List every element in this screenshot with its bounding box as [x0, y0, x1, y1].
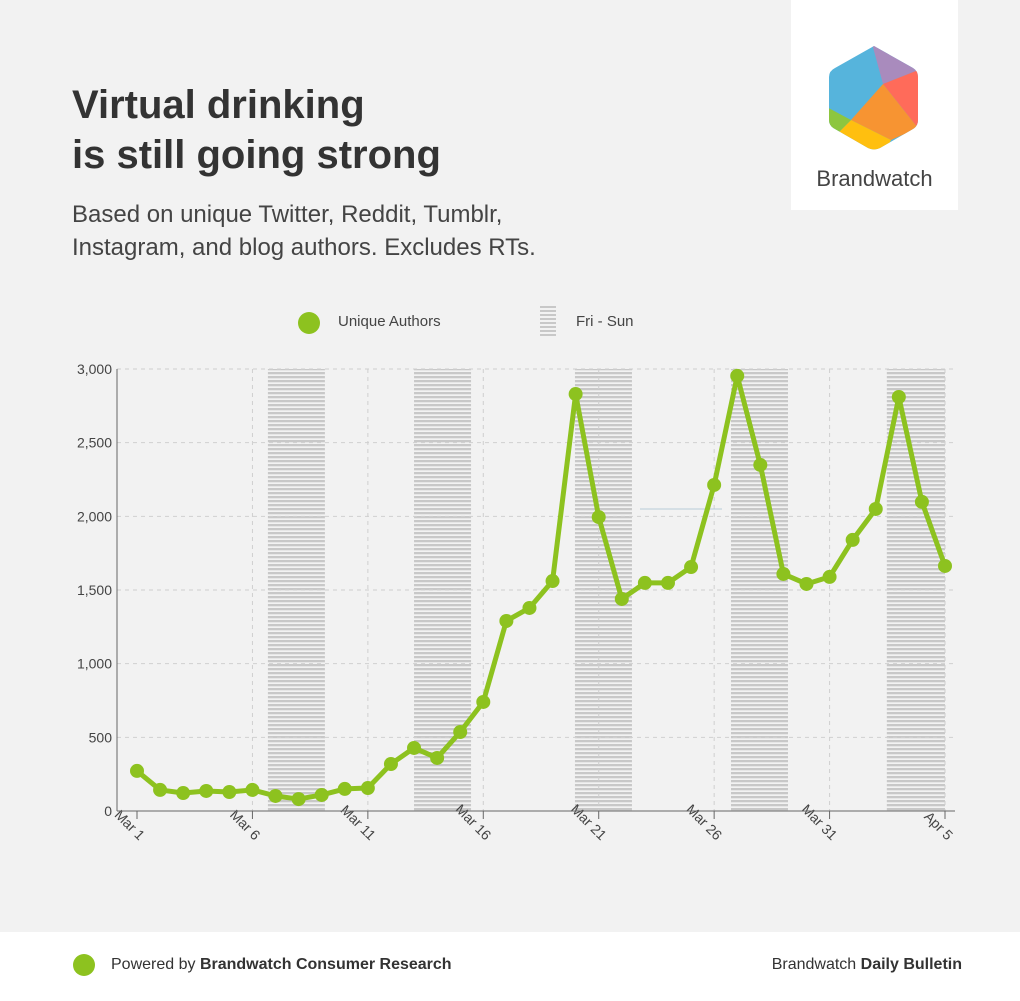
powered-brand: Brandwatch Consumer Research	[199, 956, 452, 973]
brandwatch-logo: Brandwatch	[791, 0, 958, 210]
data-point	[314, 787, 329, 802]
subtitle-line-1: Based on unique Twitter, Reddit, Tumblr,	[72, 201, 503, 228]
title-line-2: is still going strong	[72, 133, 441, 177]
data-point	[799, 576, 814, 591]
data-point	[753, 457, 768, 472]
data-point	[845, 532, 860, 547]
data-point	[407, 740, 422, 755]
data-point	[637, 575, 652, 590]
data-point	[730, 368, 745, 383]
unique-authors-line	[135, 373, 948, 802]
hexagon-logo-icon	[829, 46, 918, 150]
data-point	[453, 725, 468, 740]
legend-label: Unique Authors	[338, 313, 441, 330]
data-point	[499, 613, 514, 628]
y-tick-label: 500	[89, 729, 113, 745]
x-tick-label: Mar 26	[683, 801, 725, 843]
data-point	[360, 781, 375, 796]
bulletin-bold: Daily Bulletin	[860, 956, 962, 973]
y-tick-label: 1,000	[77, 656, 112, 672]
x-tick-label: Mar 1	[112, 806, 149, 843]
y-tick-label: 2,500	[77, 435, 112, 451]
data-point	[337, 781, 352, 796]
powered-prefix: Powered by	[111, 956, 200, 973]
daily-bulletin: Brandwatch Daily Bulletin	[772, 956, 962, 974]
y-tick-label: 2,000	[77, 508, 112, 524]
data-point	[868, 501, 883, 516]
y-tick-label: 1,500	[77, 582, 112, 598]
data-point	[568, 387, 583, 402]
data-point	[684, 560, 699, 575]
legend-label: Fri - Sun	[576, 313, 634, 330]
data-point	[383, 757, 398, 772]
data-point	[130, 763, 144, 778]
data-point	[914, 494, 929, 509]
data-point	[245, 782, 260, 797]
data-point	[891, 389, 906, 404]
data-point	[430, 750, 445, 765]
line-chart: 0 500 1,000 1,500 2,000 2,500 3,000 Mar 1 Mar 6 M…	[77, 361, 956, 844]
striped-bar-icon	[540, 306, 556, 338]
data-point	[176, 786, 191, 801]
data-point	[822, 569, 837, 584]
green-dot-icon	[298, 312, 320, 334]
x-tick-label: Apr 5	[921, 808, 956, 843]
x-tick-label: Mar 11	[338, 802, 380, 844]
title-line-1: Virtual drinking	[72, 83, 365, 127]
page-title: Virtual drinking is still going strong	[72, 80, 441, 180]
data-point	[591, 510, 606, 525]
data-point	[614, 591, 629, 606]
x-tick-label: Mar 16	[452, 801, 494, 843]
footer: Powered by Brandwatch Consumer Research …	[0, 932, 1020, 1001]
data-point	[199, 783, 214, 798]
data-point	[522, 600, 537, 615]
logo-text: Brandwatch	[816, 166, 933, 191]
green-dot-icon	[73, 954, 95, 976]
bulletin-prefix: Brandwatch	[771, 956, 861, 973]
data-point	[476, 694, 491, 709]
data-point	[660, 575, 675, 590]
data-point	[776, 566, 791, 581]
data-point	[291, 792, 306, 807]
data-point	[707, 477, 722, 492]
powered-by: Powered by Brandwatch Consumer Research	[111, 956, 452, 974]
data-point	[545, 574, 560, 589]
subtitle: Based on unique Twitter, Reddit, Tumblr,…	[72, 198, 672, 264]
x-tick-label: Mar 31	[799, 801, 841, 843]
x-tick-label: Mar 6	[227, 806, 264, 843]
data-point	[153, 782, 168, 797]
data-point	[938, 558, 952, 573]
data-point	[268, 788, 283, 803]
y-tick-label: 0	[104, 803, 112, 819]
data-point	[222, 784, 237, 799]
subtitle-line-2: Instagram, and blog authors. Excludes RT…	[72, 234, 536, 261]
y-tick-label: 3,000	[77, 361, 112, 377]
